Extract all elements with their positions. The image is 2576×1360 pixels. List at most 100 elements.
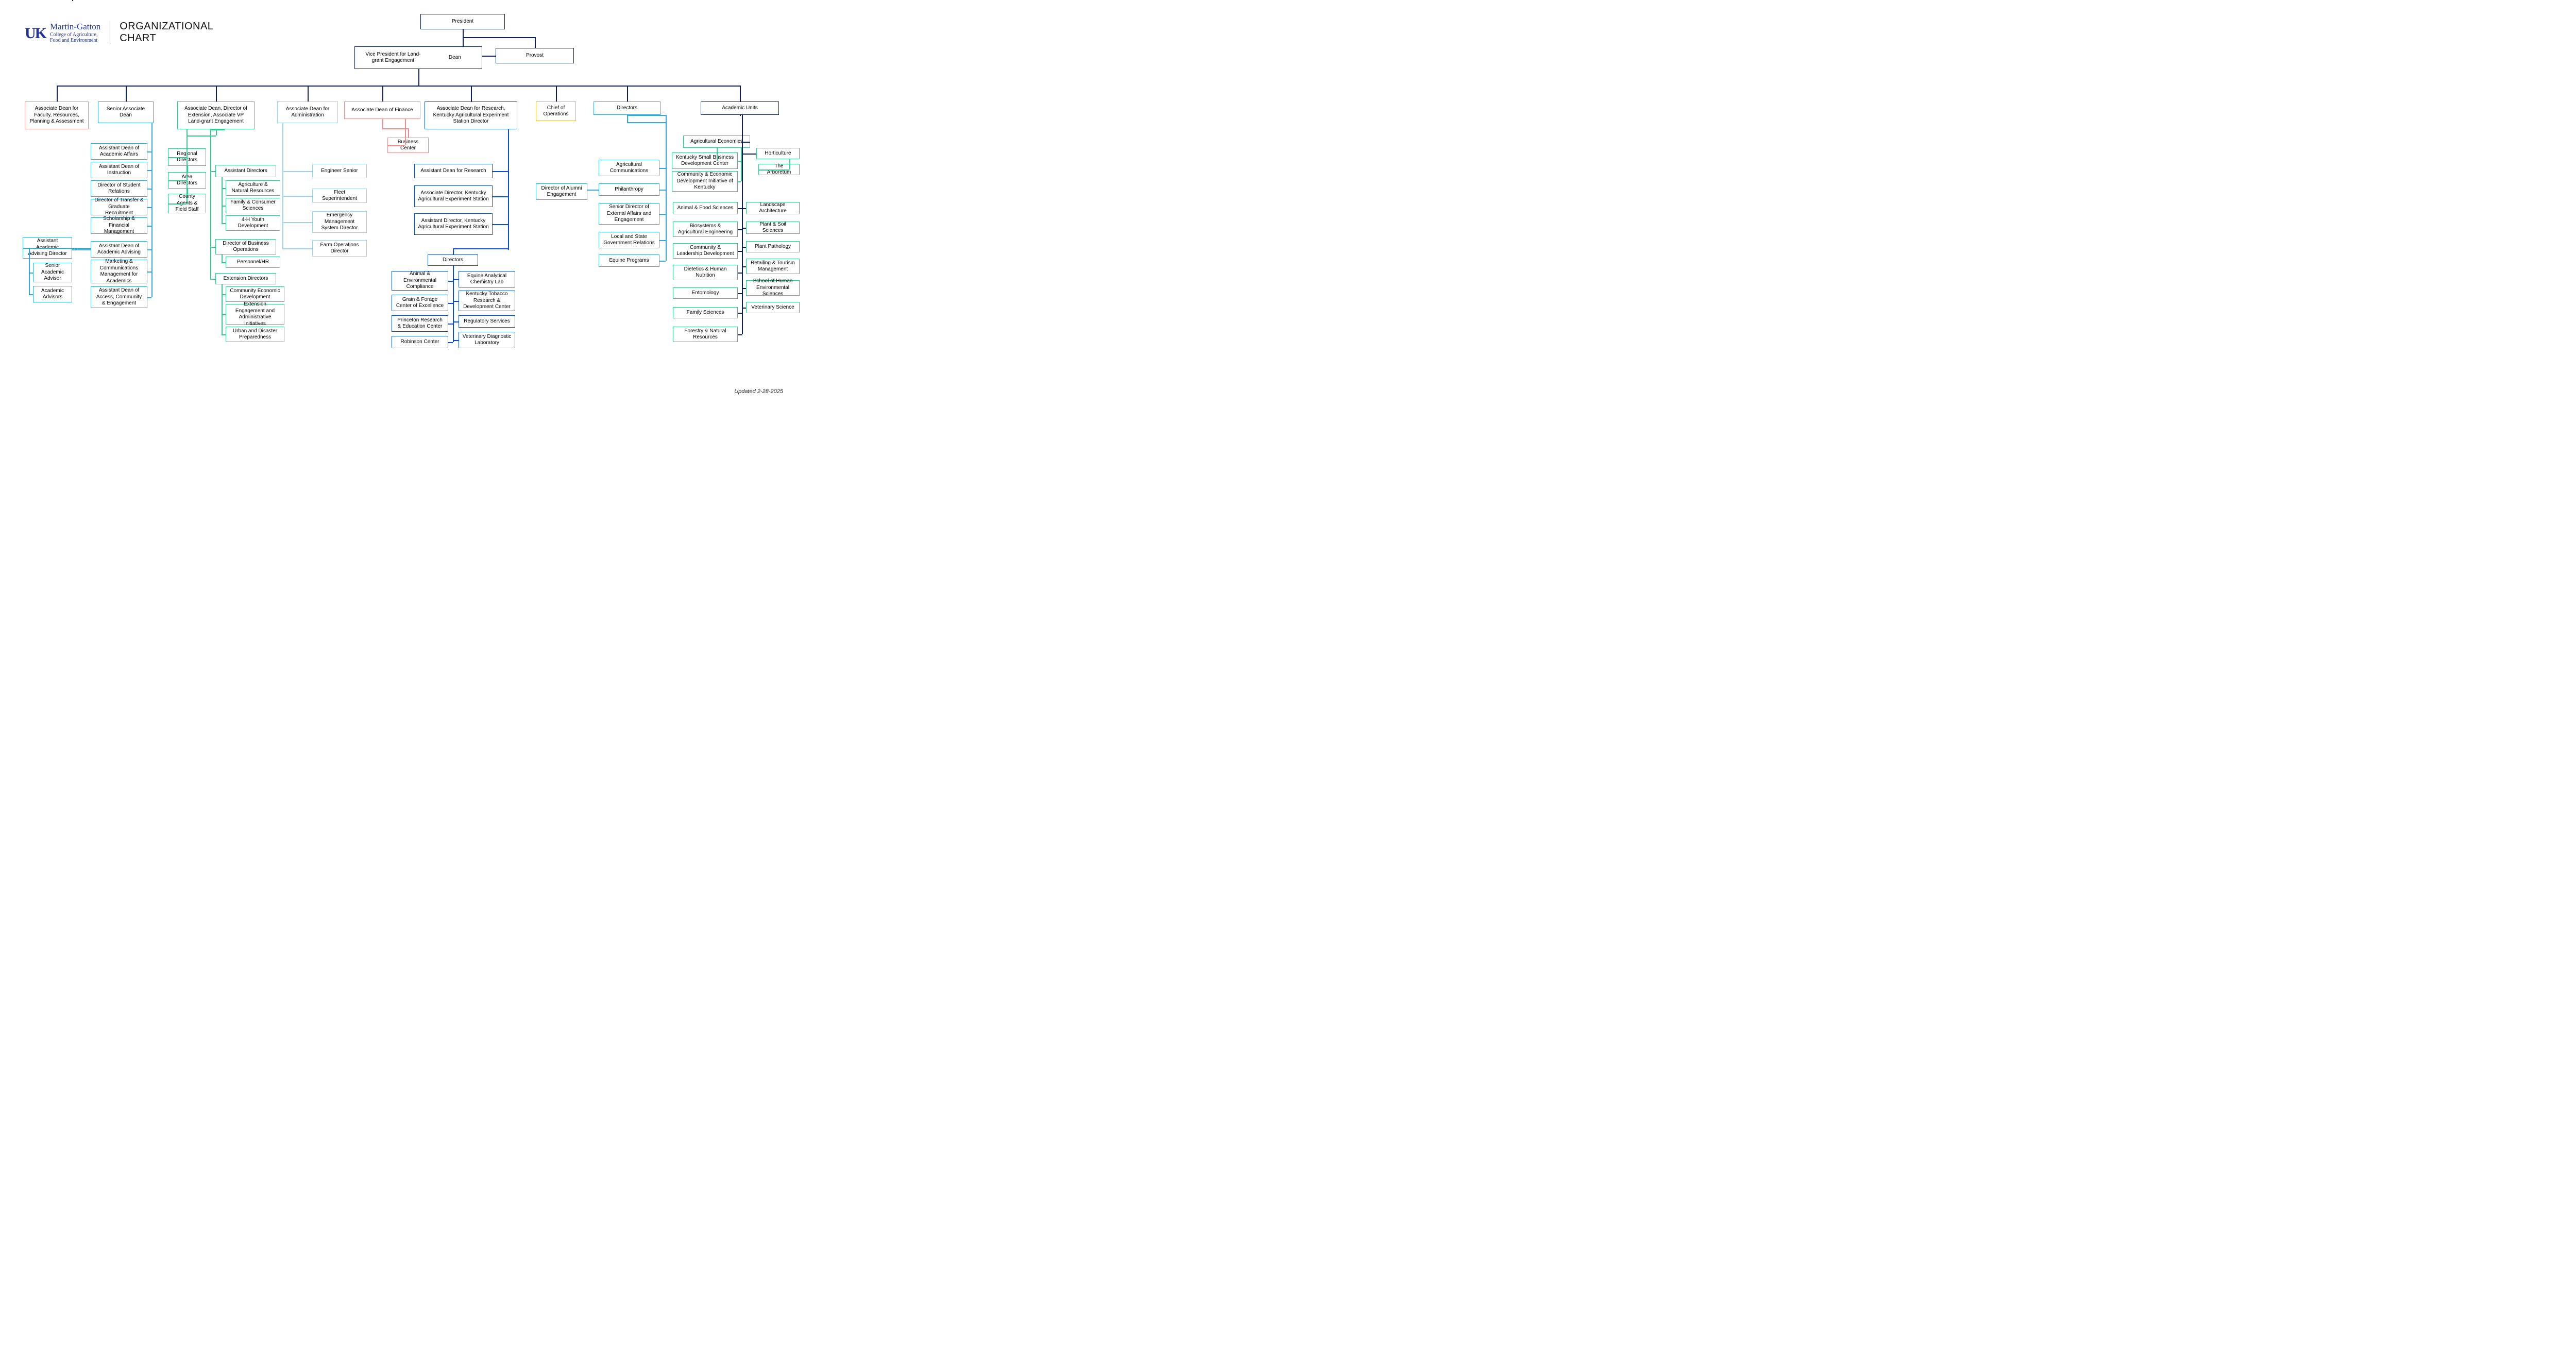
org-node-u7: Entomology — [673, 287, 738, 299]
org-node-d6l2: Grain & Forage Center of Excellence — [392, 295, 448, 311]
org-node-adv3: Academic Advisors — [33, 286, 72, 302]
org-node-s2b: Assistant Dean of Instruction — [91, 162, 147, 178]
connector-line — [659, 261, 666, 262]
connector-line — [453, 266, 454, 342]
connector-line — [408, 128, 409, 138]
connector-line — [742, 154, 756, 155]
connector-line — [627, 86, 628, 101]
org-node-s6c: Assistant Director, Kentucky Agricultura… — [414, 213, 493, 235]
connector-line — [738, 313, 742, 314]
connector-line — [742, 247, 746, 248]
connector-line — [282, 196, 312, 197]
org-node-s4c: Emergency Management System Director — [312, 211, 367, 233]
connector-line — [387, 145, 405, 146]
connector-line — [210, 129, 225, 130]
org-node-u5: Community & Leadership Development — [673, 243, 738, 259]
connector-line — [448, 303, 453, 304]
connector-line — [147, 226, 151, 227]
connector-line — [222, 177, 223, 223]
connector-line — [418, 69, 419, 86]
connector-line — [535, 37, 536, 48]
logo-text: Martin-Gatton College of Agriculture, Fo… — [50, 22, 100, 44]
connector-line — [587, 190, 599, 191]
connector-line — [758, 169, 789, 171]
org-node-u1a: Kentucky Small Business Development Cent… — [672, 152, 738, 169]
org-node-s8a2: Director of Alumni Engagement — [536, 183, 587, 200]
org-node-s4b: Fleet Superintendent — [312, 189, 367, 203]
connector-line — [659, 240, 666, 241]
connector-line — [222, 294, 226, 295]
connector-line — [742, 288, 746, 289]
logo-line2: College of Agriculture, — [50, 32, 100, 38]
header: UK Martin-Gatton College of Agriculture,… — [25, 21, 213, 44]
org-node-s6b: Associate Director, Kentucky Agricultura… — [414, 185, 493, 207]
title-line2: CHART — [120, 32, 213, 44]
org-node-u9: Forestry & Natural Resources — [673, 327, 738, 342]
connector-line — [738, 273, 742, 274]
connector-line — [210, 129, 211, 130]
connector-line — [463, 29, 464, 46]
connector-line — [740, 86, 741, 101]
org-node-c5: Associate Dean of Finance — [344, 101, 420, 119]
connector-line — [627, 115, 666, 116]
org-node-u1b: Community & Economic Development Initiat… — [672, 171, 738, 192]
connector-line — [57, 86, 740, 87]
org-node-s3d2: Family & Consumer Sciences — [226, 198, 280, 213]
connector-line — [187, 189, 188, 194]
connector-line — [168, 203, 187, 205]
connector-line — [742, 266, 746, 267]
org-node-provost: Provost — [496, 48, 574, 63]
connector-line — [29, 248, 91, 249]
org-node-s4a: Engineer Senior — [312, 164, 367, 178]
title-line1: ORGANIZATIONAL — [120, 21, 213, 32]
connector-line — [666, 115, 667, 261]
connector-line — [741, 148, 742, 149]
connector-line — [382, 119, 383, 128]
org-node-adv2: Senior Academic Advisor — [33, 263, 72, 282]
connector-line — [738, 293, 742, 294]
connector-line — [789, 159, 790, 169]
logo-line1: Martin-Gatton — [50, 22, 100, 32]
connector-line — [210, 171, 215, 172]
connector-line — [556, 86, 557, 101]
connector-line — [738, 181, 741, 182]
connector-line — [405, 119, 406, 145]
org-node-s8d: Local and State Government Relations — [599, 232, 659, 248]
connector-line — [29, 294, 33, 295]
connector-line — [493, 171, 508, 172]
org-node-s6d: Directors — [428, 254, 478, 266]
org-node-u3: Animal & Food Sciences — [673, 202, 738, 214]
org-node-s8b: Philanthropy — [599, 183, 659, 196]
org-node-u2: Horticulture — [756, 148, 800, 159]
org-node-s8e: Equine Programs — [599, 254, 659, 267]
connector-line — [222, 262, 226, 263]
org-node-s3d3: 4-H Youth Development — [226, 215, 280, 231]
uk-logo-icon: UK — [25, 25, 46, 42]
connector-line — [448, 324, 453, 325]
connector-line — [742, 228, 746, 229]
connector-line — [627, 122, 666, 123]
connector-line — [482, 56, 496, 57]
connector-line — [740, 115, 741, 116]
org-node-d6r2: Kentucky Tobacco Research & Development … — [459, 291, 515, 311]
org-node-s4d: Farm Operations Director — [312, 240, 367, 257]
org-node-u14: School of Human Environmental Sciences — [746, 280, 800, 296]
org-node-s3f1: Community Economic Development — [226, 286, 284, 302]
connector-line — [147, 249, 151, 250]
org-node-s3e: Director of Business Operations — [215, 239, 276, 254]
connector-line — [453, 321, 459, 322]
org-node-c8: Directors — [594, 101, 660, 115]
connector-line — [29, 273, 33, 274]
connector-line — [738, 229, 742, 230]
org-node-u1: Agricultural Economics — [683, 135, 750, 148]
connector-line — [282, 248, 312, 249]
connector-line — [222, 188, 226, 189]
connector-line — [222, 334, 226, 335]
page-title: ORGANIZATIONAL CHART — [120, 21, 213, 44]
connector-line — [222, 223, 226, 224]
connector-line — [187, 166, 188, 172]
org-node-s3e1: Personnel/HR — [226, 257, 280, 268]
connector-line — [463, 37, 535, 38]
connector-line — [742, 142, 750, 143]
connector-line — [282, 171, 312, 172]
